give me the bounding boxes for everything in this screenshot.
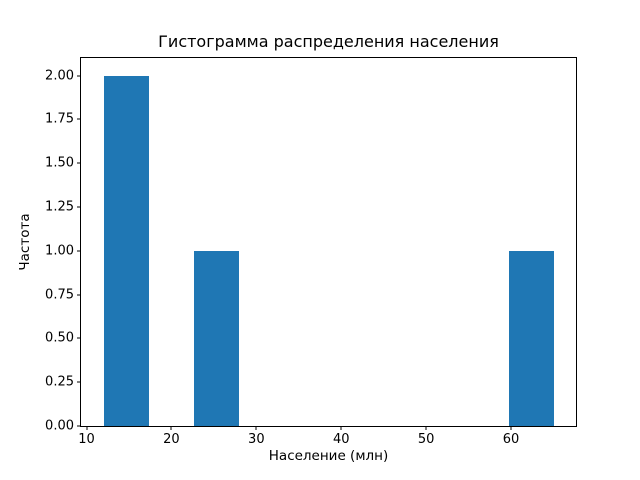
x-tick-mark bbox=[86, 426, 88, 430]
x-tick-mark bbox=[255, 426, 257, 430]
histogram-bar bbox=[508, 250, 554, 426]
y-tick-label: 0.00 bbox=[45, 418, 74, 434]
y-axis-label: Частота bbox=[17, 213, 33, 271]
y-tick-mark bbox=[77, 425, 81, 427]
y-tick-label: 1.75 bbox=[45, 111, 74, 127]
y-tick-mark bbox=[77, 294, 81, 296]
y-tick-label: 2.00 bbox=[45, 68, 74, 84]
x-tick-label: 30 bbox=[248, 432, 265, 447]
x-tick-label: 10 bbox=[78, 432, 95, 447]
histogram-bar bbox=[193, 250, 239, 426]
y-tick-label: 0.75 bbox=[45, 287, 74, 303]
y-tick-mark bbox=[77, 381, 81, 383]
x-tick-label: 50 bbox=[417, 432, 435, 447]
x-tick-mark bbox=[510, 426, 512, 430]
y-tick-label: 1.00 bbox=[45, 243, 74, 259]
y-tick-label: 1.50 bbox=[45, 155, 74, 171]
y-tick-mark bbox=[77, 75, 81, 77]
y-tick-mark bbox=[77, 337, 81, 339]
y-tick-mark bbox=[77, 162, 81, 164]
plot-area: 10 20 30 40 50 60 0.00 0.25 0.50 0.75 1.00 1.25 1.50… bbox=[45, 57, 577, 447]
y-tick-label: 0.50 bbox=[45, 330, 74, 346]
x-tick-mark bbox=[425, 426, 427, 430]
y-tick-mark bbox=[77, 118, 81, 120]
histogram-bar bbox=[103, 75, 149, 426]
x-tick-mark bbox=[170, 426, 172, 430]
y-tick-mark bbox=[77, 206, 81, 208]
x-tick-label: 20 bbox=[163, 432, 180, 447]
x-tick-label: 60 bbox=[502, 432, 520, 447]
y-tick-mark bbox=[77, 250, 81, 252]
x-axis-label: Население (млн) bbox=[268, 448, 389, 464]
x-tick-mark bbox=[340, 426, 342, 430]
y-tick-label: 0.25 bbox=[45, 374, 74, 390]
y-tick-label: 1.25 bbox=[45, 199, 74, 215]
x-tick-label: 40 bbox=[332, 432, 350, 447]
chart-title: Гистограмма распределения населения bbox=[158, 32, 499, 51]
